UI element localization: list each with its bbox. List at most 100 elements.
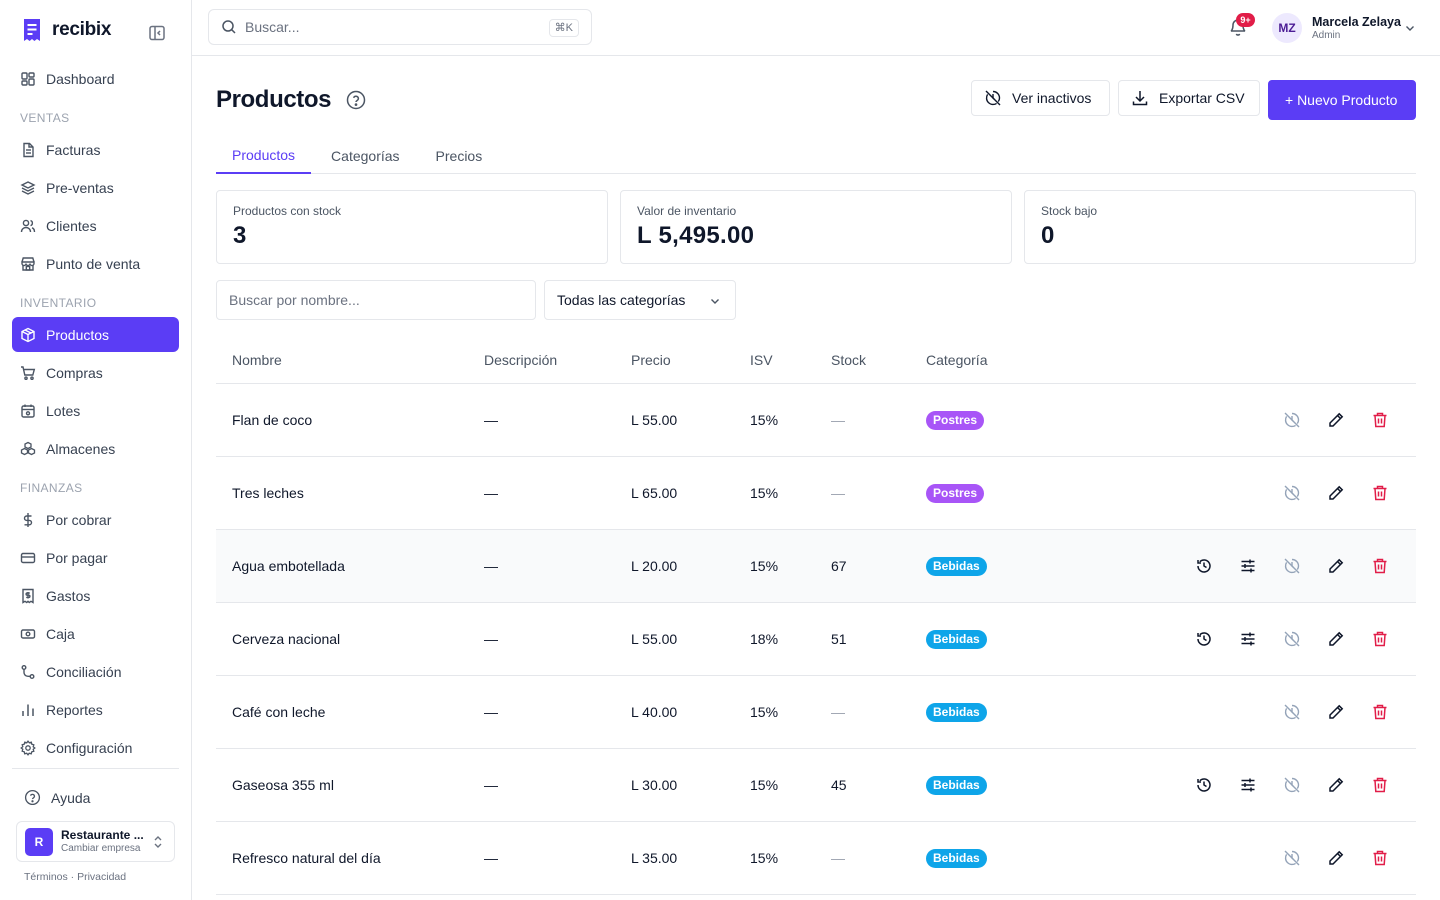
nav-section-inventario: INVENTARIO xyxy=(20,296,97,310)
sidebar-item-productos[interactable]: Productos xyxy=(12,317,179,352)
edit-icon[interactable] xyxy=(1327,776,1345,794)
edit-icon[interactable] xyxy=(1327,849,1345,867)
edit-icon[interactable] xyxy=(1327,557,1345,575)
deactivate-icon[interactable] xyxy=(1283,557,1301,575)
new-product-button[interactable]: + Nuevo Producto xyxy=(1268,80,1416,120)
delete-icon[interactable] xyxy=(1371,703,1389,721)
column-header-nombre[interactable]: Nombre xyxy=(232,352,282,368)
product-stock: 67 xyxy=(831,558,847,574)
layers-icon xyxy=(20,180,36,195)
product-price: L 40.00 xyxy=(631,704,678,720)
company-name: Restaurante ... xyxy=(61,828,144,842)
search-icon xyxy=(222,20,236,34)
search-shortcut: ⌘K xyxy=(548,19,579,37)
sidebar-item-punto-de-venta[interactable]: Punto de venta xyxy=(12,246,179,281)
sidebar-item-facturas[interactable]: Facturas xyxy=(12,132,179,167)
column-header-precio[interactable]: Precio xyxy=(631,352,671,368)
adjust-stock-icon[interactable] xyxy=(1239,630,1257,648)
column-header-stock[interactable]: Stock xyxy=(831,352,867,368)
sidebar-item-compras[interactable]: Compras xyxy=(12,355,179,390)
deactivate-icon[interactable] xyxy=(1283,484,1301,502)
product-name-search-input[interactable]: Buscar por nombre... xyxy=(216,280,536,320)
company-switcher[interactable]: R Restaurante ... Cambiar empresa xyxy=(16,821,175,862)
product-name: Gaseosa 355 ml xyxy=(232,777,334,793)
history-icon[interactable] xyxy=(1195,776,1213,794)
export-csv-button[interactable]: Exportar CSV xyxy=(1118,80,1260,116)
collapse-sidebar-icon[interactable] xyxy=(148,24,166,42)
delete-icon[interactable] xyxy=(1371,776,1389,794)
adjust-stock-icon[interactable] xyxy=(1239,776,1257,794)
product-stock: 45 xyxy=(831,777,847,793)
sidebar-item-dashboard[interactable]: Dashboard xyxy=(12,61,179,96)
sidebar-item-almacenes[interactable]: Almacenes xyxy=(12,431,179,466)
tab-precios[interactable]: Precios xyxy=(435,148,483,164)
brand[interactable]: recibix xyxy=(22,18,111,42)
sidebar-item-label: Compras xyxy=(46,364,103,381)
sidebar-item-por-cobrar[interactable]: Por cobrar xyxy=(12,502,179,537)
sidebar-item-lotes[interactable]: Lotes xyxy=(12,393,179,428)
table-row[interactable]: Refresco natural del día — L 35.00 15% — Bebi… xyxy=(216,822,1416,895)
column-header-isv[interactable]: ISV xyxy=(750,352,773,368)
product-stock: — xyxy=(831,850,845,866)
edit-icon[interactable] xyxy=(1327,630,1345,648)
sidebar-item-label: Almacenes xyxy=(46,440,116,457)
sidebar: recibix Dashboard VENTAS Facturas Pre-ve… xyxy=(0,0,192,900)
chevron-down-icon[interactable] xyxy=(1404,22,1416,34)
column-header-categoria[interactable]: Categoría xyxy=(926,352,988,368)
sidebar-item-por-pagar[interactable]: Por pagar xyxy=(12,540,179,575)
global-search-input[interactable]: Buscar... ⌘K xyxy=(208,9,592,45)
sidebar-item-label: Dashboard xyxy=(46,70,115,87)
banknote-icon xyxy=(20,628,36,639)
sidebar-item-configuracion[interactable]: Configuración xyxy=(12,730,179,765)
edit-icon[interactable] xyxy=(1327,703,1345,721)
delete-icon[interactable] xyxy=(1371,411,1389,429)
sidebar-item-conciliacion[interactable]: Conciliación xyxy=(12,654,179,689)
table-row[interactable]: Gaseosa 355 ml — L 30.00 15% 45 Bebidas xyxy=(216,749,1416,822)
invoice-icon xyxy=(23,142,34,157)
deactivate-icon[interactable] xyxy=(1283,411,1301,429)
delete-icon[interactable] xyxy=(1371,484,1389,502)
product-isv: 15% xyxy=(750,704,779,720)
tab-categorias[interactable]: Categorías xyxy=(331,148,400,164)
sidebar-item-clientes[interactable]: Clientes xyxy=(12,208,179,243)
table-header: Nombre Descripción Precio ISV Stock Cate… xyxy=(216,336,1416,384)
sidebar-item-reportes[interactable]: Reportes xyxy=(12,692,179,727)
user-info[interactable]: Marcela Zelaya Admin xyxy=(1312,15,1401,42)
deactivate-icon[interactable] xyxy=(1283,776,1301,794)
product-name: Refresco natural del día xyxy=(232,850,381,866)
adjust-stock-icon[interactable] xyxy=(1239,557,1257,575)
table-row[interactable]: Café con leche — L 40.00 15% — Bebidas xyxy=(216,676,1416,749)
stat-value: 0 xyxy=(1041,222,1055,249)
sidebar-item-gastos[interactable]: Gastos xyxy=(12,578,179,613)
deactivate-icon[interactable] xyxy=(1283,849,1301,867)
edit-icon[interactable] xyxy=(1327,484,1345,502)
category-filter-value: Todas las categorías xyxy=(557,292,686,308)
edit-icon[interactable] xyxy=(1327,411,1345,429)
user-name: Marcela Zelaya xyxy=(1312,15,1401,29)
table-row[interactable]: Flan de coco — L 55.00 15% — Postres xyxy=(216,384,1416,457)
delete-icon[interactable] xyxy=(1371,557,1389,575)
delete-icon[interactable] xyxy=(1371,630,1389,648)
table-row[interactable]: Cerveza nacional — L 55.00 18% 51 Bebidas xyxy=(216,603,1416,676)
column-header-descripcion[interactable]: Descripción xyxy=(484,352,558,368)
tab-productos[interactable]: Productos xyxy=(216,138,312,174)
sidebar-item-pre-ventas[interactable]: Pre-ventas xyxy=(12,170,179,205)
sidebar-item-label: Por cobrar xyxy=(46,511,112,528)
help-link[interactable]: Ayuda xyxy=(24,789,90,806)
legal-links[interactable]: Términos · Privacidad xyxy=(24,871,127,883)
show-inactive-button[interactable]: Ver inactivos xyxy=(971,80,1110,116)
sidebar-item-label: Facturas xyxy=(46,141,101,158)
eye-off-icon xyxy=(985,90,1001,106)
history-icon[interactable] xyxy=(1195,630,1213,648)
category-filter-select[interactable]: Todas las categorías xyxy=(544,280,736,320)
help-circle-icon[interactable] xyxy=(346,90,366,110)
table-row[interactable]: Tres leches — L 65.00 15% — Postres xyxy=(216,457,1416,530)
user-avatar[interactable]: MZ xyxy=(1272,13,1302,43)
table-row[interactable]: Agua embotellada — L 20.00 15% 67 Bebidas xyxy=(216,530,1416,603)
history-icon[interactable] xyxy=(1195,557,1213,575)
sidebar-item-caja[interactable]: Caja xyxy=(12,616,179,651)
product-description: — xyxy=(484,412,498,428)
delete-icon[interactable] xyxy=(1371,849,1389,867)
deactivate-icon[interactable] xyxy=(1283,703,1301,721)
deactivate-icon[interactable] xyxy=(1283,630,1301,648)
